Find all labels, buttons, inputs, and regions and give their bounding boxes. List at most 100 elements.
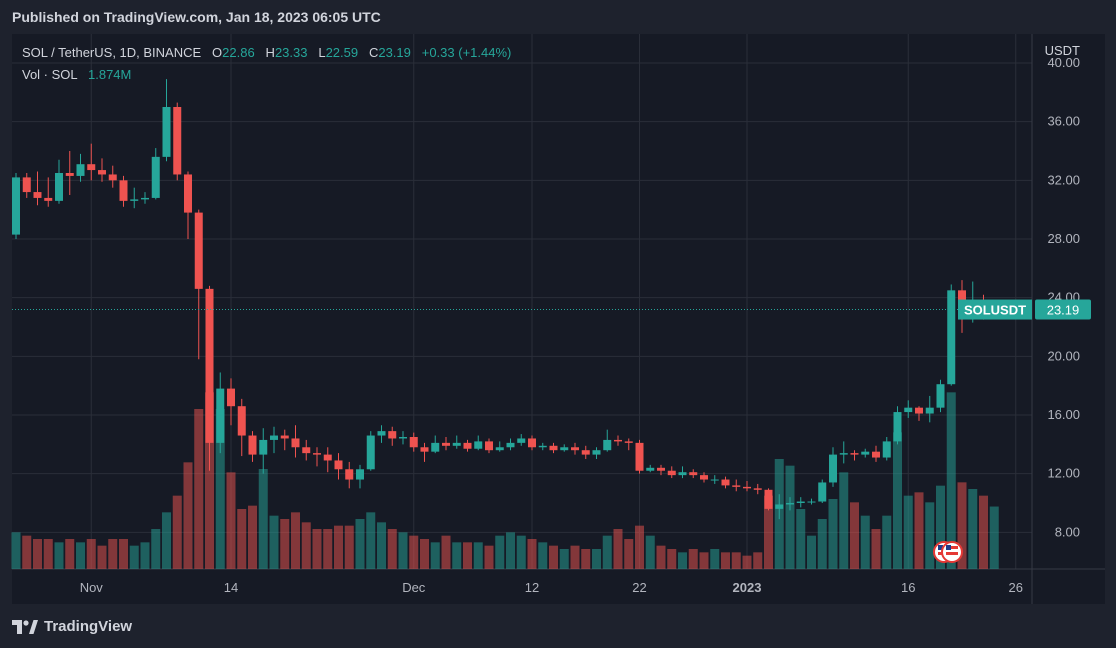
volume-bar [592,549,601,569]
volume-bar [979,495,988,569]
symbol-info[interactable]: SOL / TetherUS, 1D, BINANCE [22,45,202,60]
high-value: 23.33 [274,45,308,60]
candle-body [474,441,483,449]
volume-bar [807,535,816,569]
candle-body [925,407,934,414]
close-value: 23.19 [378,45,411,60]
volume-bar [140,542,150,569]
volume-bar [86,539,96,569]
x-tick-label: Nov [80,580,104,595]
candle-body [689,472,698,476]
y-tick-label: 12.00 [1047,466,1080,481]
volume-bar [527,539,537,569]
volume-bar [699,552,709,569]
open-value: 22.86 [222,45,255,60]
candle-body [409,437,418,448]
candle-body [829,454,837,483]
candle-body [506,442,515,448]
symbol-price-label: SOLUSDT [964,303,1026,318]
candle-body [667,470,676,476]
candle-body [173,107,182,175]
volume-label[interactable]: Vol · SOL [22,67,78,82]
y-tick-label: 28.00 [1047,231,1080,246]
volume-value: 1.874M [88,67,132,82]
volume-bar [194,409,204,569]
candle-body [259,439,268,455]
candle-body [839,453,848,455]
candle-body [538,445,547,448]
candle-body [356,469,364,480]
candle-body [657,467,665,471]
x-tick-label: 2023 [733,580,762,595]
volume-bar [742,555,752,569]
volume-bar [473,542,483,569]
volume-bar [355,519,365,569]
volume-bar [97,545,107,569]
candle-body [227,388,235,407]
volume-bar [549,545,558,569]
candle-body [33,192,42,198]
volume-bar [645,535,655,569]
candle-body [893,412,902,442]
candle-body [592,450,601,455]
candle-body [624,441,633,443]
volume-bar [914,492,924,569]
volume-bar [452,542,462,569]
volume-bar [258,469,268,569]
candle-body [581,450,590,455]
candle-body [549,445,558,451]
candle-body [151,156,160,198]
volume-bar [828,499,838,569]
candle-body [248,435,257,455]
candle-body [442,442,450,446]
volume-bar [151,529,161,569]
last-price-tag [1035,299,1091,320]
candle-body [904,407,913,413]
candle-body [721,479,730,486]
volume-bar [624,539,634,569]
open-label: O [212,45,223,60]
volume-bar [172,495,182,569]
candle-body [44,197,53,201]
candle-body [463,442,472,449]
candle-body [22,177,31,193]
volume-bar [796,509,806,569]
volume-bar [559,549,569,569]
volume-bar [850,502,859,569]
candle-body [388,431,397,439]
candle-body [399,437,407,439]
volume-bar [108,539,118,569]
volume-bar [162,512,171,569]
candle-body [291,438,300,448]
volume-bar [76,542,85,569]
volume-bar [226,472,236,569]
volume-bar [839,472,849,569]
ohlc-legend: SOL / TetherUS, 1D, BINANCE O22.86 H23.3… [22,45,511,60]
volume-bar [237,509,247,569]
volume-bar [43,539,53,569]
event-flag-stripe [946,552,958,555]
candle-body [614,439,622,442]
candle-body [495,447,504,451]
y-tick-label: 40.00 [1047,55,1080,70]
tradingview-brand[interactable]: TradingView [12,618,132,635]
candle-body [141,197,149,200]
candle-body [517,438,526,443]
x-tick-label: 12 [525,580,539,595]
event-flag-canton [946,545,951,550]
volume-bar [323,529,333,569]
candle-body [55,173,63,201]
volume-bar [516,535,526,569]
volume-bar [484,545,494,569]
volume-bar [936,485,945,569]
last-price-value: 23.19 [1047,303,1080,318]
volume-bar [785,465,795,569]
candle-body [743,486,751,489]
volume-bar [183,462,193,569]
y-tick-label: 32.00 [1047,172,1080,187]
volume-bar [721,552,730,569]
volume-bar [420,539,429,569]
y-tick-label: 20.00 [1047,348,1080,363]
volume-bar [205,392,214,569]
